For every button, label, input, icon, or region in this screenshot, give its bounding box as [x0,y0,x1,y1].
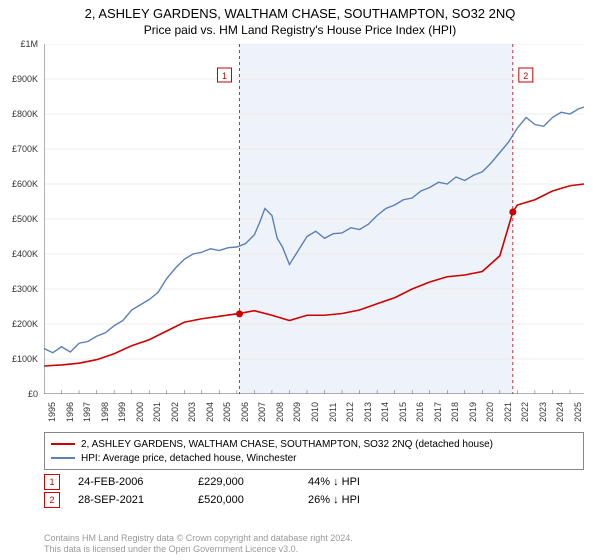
y-tick-label: £600K [12,179,38,189]
x-tick-label: 2000 [135,402,145,422]
legend-swatch [51,457,75,459]
sale-pct: 44% ↓ HPI [308,476,428,488]
x-tick-label: 2017 [433,402,443,422]
x-axis-labels: 1995 1996 1997 1998 1999 2000 2001 2002 2003 2004… [44,396,584,426]
x-tick-label: 1997 [82,402,92,422]
legend-item: HPI: Average price, detached house, Winc… [51,451,577,465]
y-tick-label: £1M [20,39,38,49]
x-tick-label: 2004 [205,402,215,422]
x-tick-label: 2007 [257,402,267,422]
x-tick-label: 2019 [468,402,478,422]
x-tick-label: 2008 [275,402,285,422]
sale-price: £229,000 [198,476,308,488]
legend-label: 2, ASHLEY GARDENS, WALTHAM CHASE, SOUTHA… [81,439,493,450]
y-tick-label: £800K [12,109,38,119]
sale-marker-box: 1 [44,474,60,490]
y-tick-label: £900K [12,74,38,84]
x-tick-label: 2001 [152,402,162,422]
y-tick-label: £200K [12,319,38,329]
x-tick-label: 2021 [503,402,513,422]
x-tick-label: 1999 [117,402,127,422]
legend: 2, ASHLEY GARDENS, WALTHAM CHASE, SOUTHA… [44,432,584,470]
x-tick-label: 1995 [47,402,57,422]
y-axis-labels: £0£100K£200K£300K£400K£500K£600K£700K£80… [0,44,42,394]
x-tick-label: 2016 [415,402,425,422]
legend-item: 2, ASHLEY GARDENS, WALTHAM CHASE, SOUTHA… [51,437,577,451]
y-tick-label: £700K [12,144,38,154]
chart-plot: 12 [44,44,584,394]
footer-line: This data is licensed under the Open Gov… [44,544,584,556]
x-tick-label: 1996 [65,402,75,422]
x-tick-label: 2014 [380,402,390,422]
sale-pct: 26% ↓ HPI [308,494,428,506]
x-tick-label: 2006 [240,402,250,422]
svg-text:2: 2 [523,71,528,81]
sale-row: 1 24-FEB-2006 £229,000 44% ↓ HPI [44,474,584,490]
sale-marker-box: 2 [44,492,60,508]
y-tick-label: £300K [12,284,38,294]
footer-line: Contains HM Land Registry data © Crown c… [44,533,584,545]
x-tick-label: 2002 [170,402,180,422]
sale-date: 24-FEB-2006 [78,476,198,488]
x-tick-label: 2011 [328,403,338,422]
x-tick-label: 2009 [292,402,302,422]
x-tick-label: 1998 [100,402,110,422]
y-tick-label: £100K [12,354,38,364]
x-tick-label: 2025 [573,402,583,422]
x-tick-label: 2003 [187,402,197,422]
x-tick-label: 2010 [310,402,320,422]
sale-price: £520,000 [198,494,308,506]
x-tick-label: 2013 [363,402,373,422]
sales-table: 1 24-FEB-2006 £229,000 44% ↓ HPI 2 28-SE… [44,474,584,510]
x-tick-label: 2005 [222,402,232,422]
x-tick-label: 2022 [520,402,530,422]
legend-swatch [51,443,75,445]
footer: Contains HM Land Registry data © Crown c… [44,533,584,556]
y-tick-label: £500K [12,214,38,224]
svg-text:1: 1 [222,71,227,81]
sale-date: 28-SEP-2021 [78,494,198,506]
x-tick-label: 2023 [538,402,548,422]
x-tick-label: 2015 [398,402,408,422]
y-tick-label: £400K [12,249,38,259]
chart-subtitle: Price paid vs. HM Land Registry's House … [0,21,600,41]
x-tick-label: 2018 [450,402,460,422]
x-tick-label: 2024 [555,402,565,422]
legend-label: HPI: Average price, detached house, Winc… [81,453,297,464]
y-tick-label: £0 [28,389,38,399]
address-title: 2, ASHLEY GARDENS, WALTHAM CHASE, SOUTHA… [0,0,600,21]
x-tick-label: 2020 [485,402,495,422]
sale-row: 2 28-SEP-2021 £520,000 26% ↓ HPI [44,492,584,508]
x-tick-label: 2012 [345,402,355,422]
